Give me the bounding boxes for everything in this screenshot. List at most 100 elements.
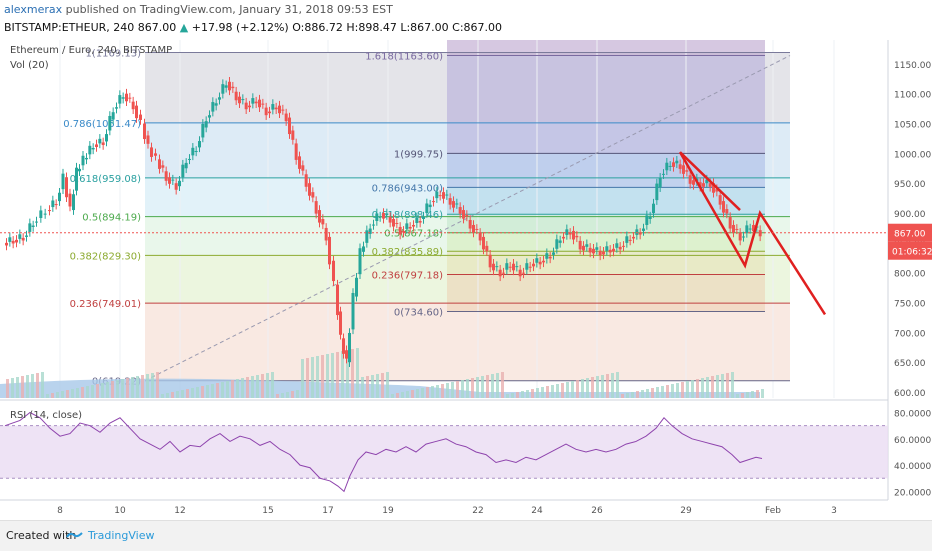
candle-body <box>668 165 672 167</box>
candle-body <box>388 217 392 223</box>
volume-bar <box>336 352 339 398</box>
time-tick-label: 12 <box>174 506 185 516</box>
candle-body <box>111 112 115 120</box>
volume-bar <box>706 377 709 398</box>
fib-label-right: 0.786(943.00) <box>372 183 444 194</box>
fib-label-right: 1(999.75) <box>394 149 443 160</box>
candle-body <box>588 247 592 253</box>
candle-body <box>492 263 495 271</box>
candle-body <box>438 195 442 197</box>
candle-body <box>698 182 702 187</box>
tradingview-logo-icon <box>66 532 83 538</box>
candle-body <box>318 210 321 223</box>
candle-body <box>418 220 422 223</box>
candle-body <box>72 194 75 211</box>
candle-body <box>522 272 525 274</box>
fib-label-right: 0.5(867.18) <box>384 229 443 240</box>
volume-legend: Vol (20) <box>10 60 49 71</box>
time-tick-label: 8 <box>57 506 63 516</box>
price-chart[interactable]: 1(1169.13) 0.786(1051.47) 0.618(959.08) 0.5… <box>0 40 932 518</box>
symbol-label: BITSTAMP:ETHEUR, 240 <box>4 21 135 34</box>
time-tick-label: 3 <box>831 506 837 516</box>
candle-body <box>228 81 231 91</box>
price-tick-label: 800.00 <box>894 270 926 280</box>
candle-body <box>150 147 153 157</box>
volume-bar <box>216 383 219 398</box>
volume-bar <box>181 390 184 398</box>
volume-bar <box>606 374 609 398</box>
ohlc-values: O:886.72 H:898.47 L:867.00 C:867.00 <box>292 21 503 34</box>
volume-bar <box>196 387 199 398</box>
candle-body <box>575 235 579 238</box>
candle-body <box>51 200 55 208</box>
candle-body <box>131 101 135 110</box>
tradingview-brand[interactable]: TradingView <box>88 529 155 542</box>
fib-zone-right <box>447 251 765 275</box>
volume-bar <box>331 353 334 398</box>
rsi-tick-label: 60.0000 <box>894 436 931 446</box>
candle-body <box>351 292 355 330</box>
chart-area[interactable]: 1(1169.13) 0.786(1051.47) 0.618(959.08) 0.5… <box>0 40 932 518</box>
pattern-projection-line <box>678 151 827 316</box>
price-tick-label: 750.00 <box>894 300 926 310</box>
candle-body <box>735 228 739 230</box>
candle-body <box>154 153 157 156</box>
candle-body <box>688 175 692 184</box>
candle-body <box>332 260 335 282</box>
volume-bar <box>86 386 89 398</box>
volume-bar <box>381 373 384 398</box>
author-link[interactable]: alexmerax <box>4 3 63 16</box>
candle-body <box>288 117 291 135</box>
candle-body <box>174 183 178 190</box>
fib-label-right: 0(734.60) <box>394 307 443 318</box>
volume-bar <box>731 372 734 398</box>
candle-body <box>254 101 258 104</box>
volume-bar <box>576 380 579 398</box>
candle-body <box>121 97 125 99</box>
volume-bar <box>136 376 139 398</box>
candle-body <box>742 236 745 238</box>
volume-bar <box>516 392 519 398</box>
volume-bar <box>256 375 259 398</box>
volume-bar <box>6 379 9 398</box>
volume-bar <box>206 385 209 398</box>
rsi-tick-label: 20.0000 <box>894 488 931 498</box>
candle-body <box>284 113 288 122</box>
time-tick-label: 24 <box>531 506 543 516</box>
volume-bar <box>291 391 294 398</box>
candle-body <box>264 107 268 116</box>
volume-bar <box>566 382 569 398</box>
candle-body <box>48 210 51 212</box>
volume-bar <box>231 380 234 398</box>
volume-bar <box>296 390 299 398</box>
candle-body <box>339 311 342 335</box>
candle-body <box>445 194 449 196</box>
candle-body <box>28 223 32 232</box>
volume-bar <box>636 391 639 398</box>
volume-bar <box>391 394 394 398</box>
volume-bar <box>546 386 549 398</box>
candle-body <box>184 162 188 169</box>
volume-bar <box>226 381 229 398</box>
volume-bar <box>251 376 254 398</box>
volume-bar <box>461 380 464 398</box>
candle-body <box>211 102 215 112</box>
volume-bar <box>711 376 714 398</box>
volume-bar <box>31 374 34 398</box>
candle-body <box>622 245 625 247</box>
candle-body <box>178 180 181 187</box>
volume-bar <box>656 387 659 398</box>
last-price-tag-label: 867.00 <box>894 230 926 240</box>
candle-body <box>648 216 652 219</box>
candle-body <box>81 155 85 166</box>
volume-bar <box>401 392 404 398</box>
candle-body <box>328 236 331 265</box>
volume-bar <box>246 377 249 398</box>
volume-bar <box>56 392 59 398</box>
volume-bar <box>521 391 524 398</box>
volume-bar <box>511 393 514 398</box>
candle-body <box>708 183 712 187</box>
candle-body <box>368 228 372 234</box>
volume-bar <box>166 393 169 398</box>
price-tick-label: 1150.00 <box>894 61 931 71</box>
